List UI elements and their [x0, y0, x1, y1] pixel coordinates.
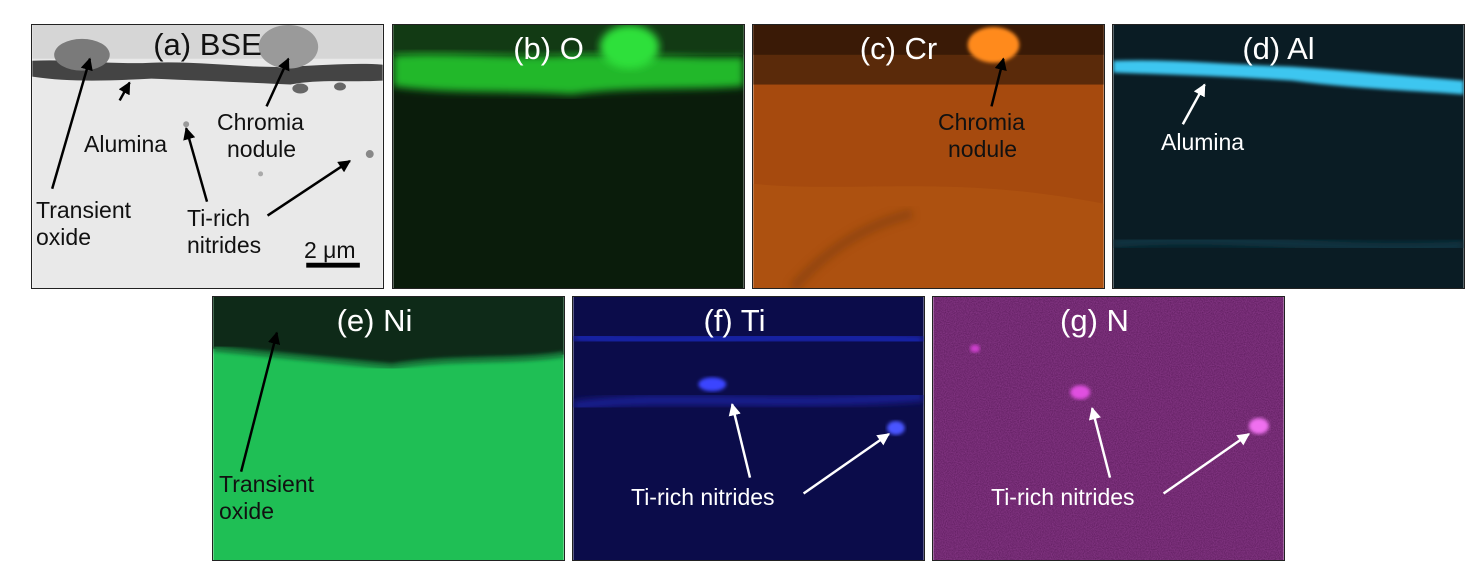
- scale-bar-label: 2 μm: [304, 237, 356, 263]
- oxygen-map: [393, 25, 744, 288]
- panel-g-nitrogen-map: (g) N Ti-rich nitrides: [932, 296, 1285, 561]
- panel-label: (a) BSE: [153, 27, 262, 62]
- aluminum-map: [1113, 25, 1464, 288]
- alumina-label: Alumina: [84, 131, 168, 157]
- panel-label: (e) Ni: [336, 303, 413, 338]
- bse-micrograph: [32, 25, 383, 288]
- ti-rich-nitrides-label: Ti-rich nitrides: [991, 484, 1135, 510]
- transient-line2: oxide: [36, 224, 91, 250]
- panel-d-aluminum-map: (d) Al Alumina: [1112, 24, 1465, 289]
- alumina-label: Alumina: [1161, 129, 1245, 155]
- panel-f-titanium-map: (f) Ti Ti-rich nitrides: [572, 296, 925, 561]
- panel-label: (c) Cr: [859, 31, 938, 66]
- titanium-map: [573, 297, 924, 560]
- ti-rich-nitrides-label: Ti-rich nitrides: [187, 205, 261, 259]
- chromia-line1: Chromia: [217, 109, 304, 135]
- panel-label: (b) O: [513, 31, 584, 66]
- chromia-line1: Chromia: [938, 109, 1025, 135]
- transient-line1: Transient: [36, 197, 132, 223]
- transient-line2: oxide: [219, 498, 274, 524]
- panel-label: (g) N: [1060, 303, 1129, 338]
- chromia-line2: nodule: [227, 136, 297, 162]
- transient-oxide-label: Transient oxide: [36, 197, 131, 251]
- tirich-line1: Ti-rich: [187, 205, 251, 231]
- transient-oxide-label: Transient oxide: [219, 471, 314, 525]
- chromia-nodule-label: Chromia nodule: [217, 109, 304, 163]
- tirich-line2: nitrides: [187, 232, 262, 258]
- panel-label: (f) Ti: [703, 303, 766, 338]
- chromium-map: [753, 25, 1104, 288]
- panel-a-bse: (a) BSE Alumina Chromia nodule Transient…: [31, 24, 384, 289]
- ti-rich-nitrides-label: Ti-rich nitrides: [631, 484, 775, 510]
- panel-b-oxygen-map: (b) O: [392, 24, 745, 289]
- chromia-nodule-label: Chromia nodule: [938, 109, 1025, 163]
- nitrogen-map: [933, 297, 1284, 560]
- chromia-line2: nodule: [948, 136, 1018, 162]
- panel-c-chromium-map: (c) Cr Chromia nodule: [752, 24, 1105, 289]
- panel-e-nickel-map: (e) Ni Transient oxide: [212, 296, 565, 561]
- panel-label: (d) Al: [1242, 31, 1315, 66]
- transient-line1: Transient: [219, 471, 315, 497]
- nickel-map: [213, 297, 564, 560]
